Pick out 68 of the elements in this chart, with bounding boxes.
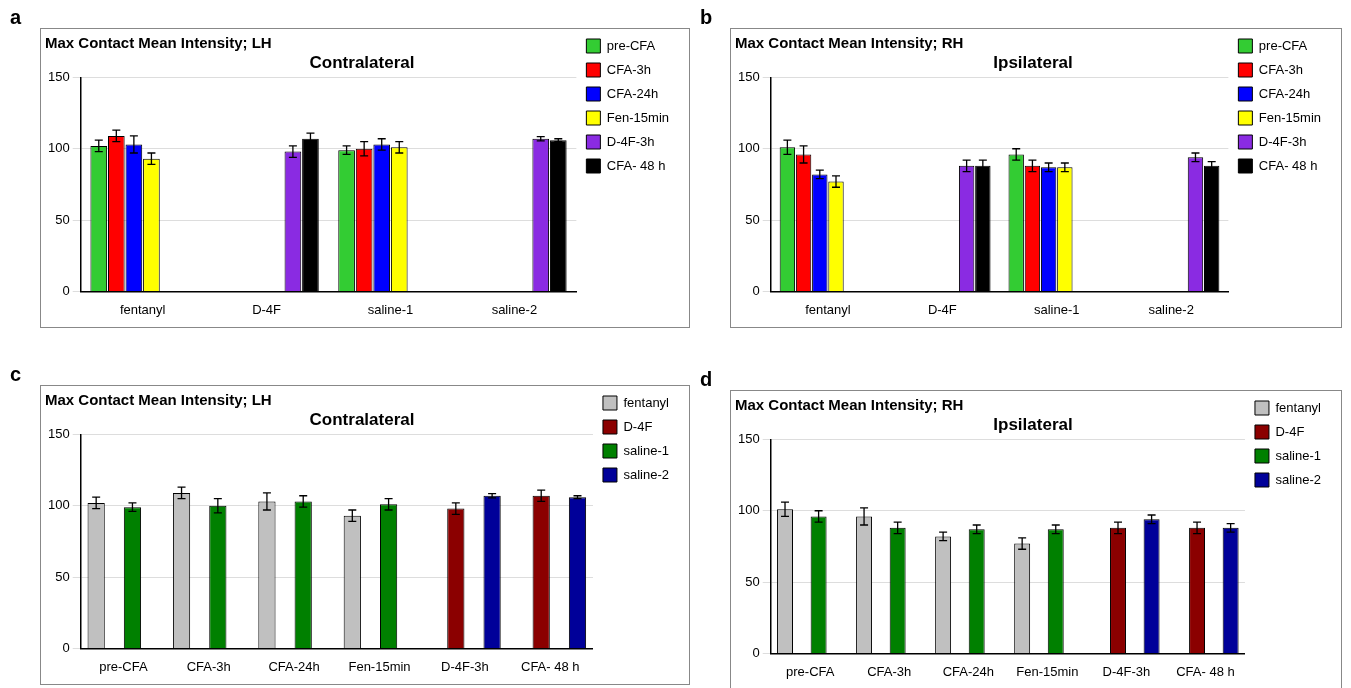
legend-label: CFA-3h	[606, 61, 651, 77]
text: d	[700, 368, 713, 391]
x-tick-label: saline-2	[1148, 301, 1194, 317]
text: b	[700, 6, 713, 29]
legend-label: D-4F-3h	[1258, 133, 1307, 149]
x-tick-label: CFA- 48 h	[1176, 663, 1235, 679]
x-tick-label: D-4F-3h	[441, 658, 489, 674]
chart-subtitle: Ipsilateral	[993, 414, 1073, 434]
legend-label: CFA- 48 h	[1258, 157, 1318, 173]
legend-label: Fen-15min	[1258, 109, 1321, 125]
x-tick-label: saline-2	[491, 301, 538, 317]
y-tick-label: 100	[47, 140, 70, 156]
y-tick-label: 50	[55, 568, 70, 584]
legend-label: fentanyl	[623, 394, 670, 410]
y-tick-label: 150	[737, 68, 760, 84]
y-tick-label: 150	[47, 68, 70, 84]
legend-label: CFA- 48 h	[606, 157, 666, 173]
legend-label: CFA-3h	[1258, 61, 1303, 77]
x-tick-label: pre-CFA	[786, 663, 835, 679]
chart-subtitle: Ipsilateral	[993, 52, 1073, 72]
legend-label: fentanyl	[1275, 399, 1322, 415]
y-tick-label: 0	[752, 282, 760, 298]
legend-label: D-4F	[1275, 423, 1305, 439]
chart-title: Max Contact Mean Intensity; RH	[735, 34, 964, 52]
x-tick-label: CFA-3h	[867, 663, 912, 679]
legend-label: Fen-15min	[606, 109, 669, 125]
x-tick-label: Fen-15min	[1016, 663, 1079, 679]
x-tick-label: D-4F-3h	[1102, 663, 1151, 679]
x-tick-label: fentanyl	[805, 301, 851, 317]
x-tick-label: CFA-3h	[186, 658, 231, 674]
x-tick-label: D-4F	[252, 301, 282, 317]
legend-label: pre-CFA	[606, 37, 656, 53]
x-tick-label: pre-CFA	[99, 658, 148, 674]
x-tick-label: D-4F	[927, 301, 957, 317]
x-tick-label: saline-1	[367, 301, 414, 317]
chart-title: Max Contact Mean Intensity; LH	[45, 391, 272, 409]
legend-label: CFA-24h	[606, 85, 659, 101]
legend-label: pre-CFA	[1258, 37, 1308, 53]
legend-label: D-4F-3h	[606, 133, 655, 149]
chart-subtitle: Contralateral	[309, 52, 415, 72]
legend-label: saline-1	[1275, 447, 1321, 463]
x-tick-label: saline-1	[1033, 301, 1080, 317]
legend-label: D-4F	[623, 418, 653, 434]
y-tick-label: 100	[737, 140, 760, 156]
y-tick-label: 150	[737, 430, 760, 446]
x-tick-label: Fen-15min	[348, 658, 411, 674]
legend-label: CFA-24h	[1258, 85, 1311, 101]
legend-label: saline-2	[623, 466, 669, 482]
legend-label: saline-1	[623, 442, 669, 458]
y-tick-label: 100	[47, 497, 70, 513]
y-tick-label: 0	[62, 282, 70, 298]
x-tick-label: CFA- 48 h	[521, 658, 580, 674]
y-tick-label: 50	[55, 211, 70, 227]
chart-title: Max Contact Mean Intensity; LH	[45, 34, 272, 52]
x-tick-label: CFA-24h	[942, 663, 994, 679]
chart-title: Max Contact Mean Intensity; RH	[735, 396, 964, 414]
legend-label: saline-2	[1275, 471, 1321, 487]
chart-subtitle: Contralateral	[309, 409, 415, 429]
text: a	[10, 6, 22, 29]
y-tick-label: 0	[62, 639, 70, 655]
y-tick-label: 50	[745, 211, 760, 227]
x-tick-label: fentanyl	[119, 301, 166, 317]
y-tick-label: 0	[752, 644, 760, 660]
y-tick-label: 150	[47, 425, 70, 441]
y-tick-label: 100	[737, 502, 760, 518]
text: c	[10, 363, 22, 386]
x-tick-label: CFA-24h	[268, 658, 320, 674]
y-tick-label: 50	[745, 573, 760, 589]
